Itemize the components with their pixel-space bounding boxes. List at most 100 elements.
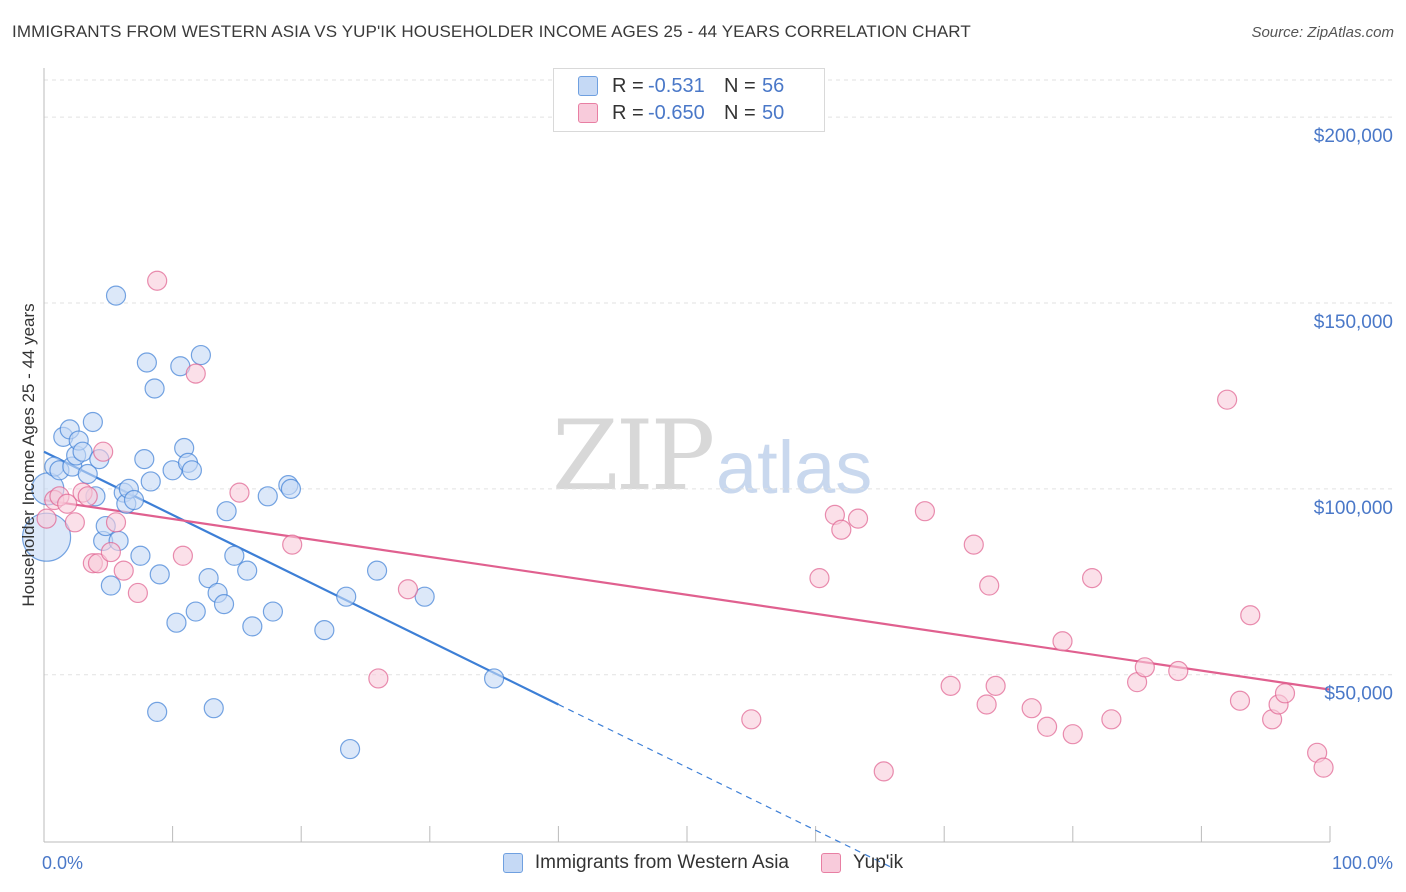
correlation-legend: R = -0.531 N = 56 R = -0.650 N = 50 (553, 68, 825, 132)
x-tick-label: 0.0% (42, 853, 83, 873)
trend-lines (43, 450, 1331, 869)
data-point (1240, 605, 1261, 626)
legend-n-label: N = (724, 74, 756, 97)
data-point (1101, 709, 1122, 730)
data-point (976, 694, 997, 715)
data-point (57, 493, 78, 514)
data-point (280, 478, 302, 499)
data-point (979, 575, 1000, 596)
data-point (1062, 724, 1083, 745)
data-point (484, 668, 505, 689)
data-point (181, 460, 202, 481)
legend-r-label: R = (612, 101, 644, 124)
data-point (105, 285, 127, 306)
data-point (1229, 690, 1251, 711)
data-point (831, 519, 852, 540)
y-tick-label: $200,000 (1314, 126, 1393, 147)
data-point (113, 560, 134, 581)
legend-r-value: -0.531 (648, 74, 705, 97)
legend-item-yupik[interactable]: Yup'ik (821, 852, 903, 874)
legend-n-value: 56 (762, 74, 785, 97)
data-point (282, 534, 303, 555)
data-point (166, 612, 187, 633)
axes (43, 68, 1331, 843)
data-point (1081, 567, 1103, 589)
data-point (123, 489, 145, 511)
data-point (144, 378, 165, 399)
data-point (190, 344, 211, 366)
data-point (368, 668, 389, 689)
data-point (136, 352, 157, 373)
data-point (963, 534, 984, 555)
data-point (336, 586, 357, 607)
axis-labels: $50,000 $100,000 $150,000 $200,000 0.0% 100.0… (19, 126, 1393, 873)
gridlines (44, 79, 1395, 676)
data-point (224, 545, 245, 566)
y-axis-label: Householder Income Ages 25 - 44 years (19, 303, 38, 606)
chart-title: IMMIGRANTS FROM WESTERN ASIA VS YUP'IK H… (12, 22, 971, 41)
data-point (130, 545, 151, 566)
legend-row-western-asia: R = -0.531 N = 56 (578, 73, 784, 99)
data-point (185, 363, 206, 384)
trend-extension (558, 703, 894, 869)
data-point (82, 411, 103, 433)
data-point (1052, 631, 1073, 652)
legend-item-western-asia[interactable]: Immigrants from Western Asia (502, 852, 789, 874)
data-point (242, 616, 263, 637)
data-point (1313, 757, 1334, 778)
data-point (64, 512, 85, 533)
data-point (1168, 660, 1189, 682)
data-point (216, 501, 237, 522)
series-legend: Immigrants from Western Asia Yup'ik (0, 852, 1406, 874)
data-point (1274, 683, 1296, 704)
legend-r-label: R = (612, 74, 644, 97)
data-points (21, 270, 1334, 782)
data-point (262, 601, 284, 622)
data-point (213, 594, 235, 615)
data-point (198, 567, 219, 589)
data-point (147, 270, 168, 291)
legend-n-value: 50 (762, 101, 785, 124)
data-point (77, 486, 98, 507)
data-point (809, 567, 830, 589)
data-point (397, 579, 419, 600)
legend-label-yupik: Yup'ik (853, 852, 904, 873)
data-point (847, 508, 869, 529)
data-point (72, 441, 93, 462)
watermark-zip: ZIP (552, 400, 715, 512)
data-point (1134, 657, 1155, 678)
y-tick-label: $100,000 (1314, 498, 1393, 519)
data-point (134, 449, 155, 470)
data-point (36, 508, 57, 529)
y-tick-label: $150,000 (1314, 312, 1393, 333)
legend-r-value: -0.650 (648, 101, 705, 124)
legend-n-label: N = (724, 101, 756, 124)
data-point (237, 560, 258, 581)
data-point (203, 698, 224, 719)
data-point (914, 501, 936, 522)
data-point (1217, 389, 1238, 410)
data-point (77, 463, 98, 485)
data-point (314, 620, 335, 641)
data-point (229, 482, 250, 503)
data-point (100, 575, 121, 596)
data-point (339, 738, 361, 760)
data-point (140, 471, 161, 492)
legend-row-yupik: R = -0.650 N = 50 (578, 100, 784, 126)
data-point (1021, 698, 1042, 719)
data-point (873, 761, 894, 782)
source-note: Source: ZipAtlas.com (1251, 24, 1394, 41)
data-point (147, 701, 168, 723)
data-point (366, 560, 388, 581)
data-point (100, 541, 121, 563)
data-point (257, 486, 278, 507)
data-point (414, 586, 435, 607)
data-point (1036, 716, 1058, 737)
y-tick-label: $50,000 (1324, 684, 1393, 705)
x-tick-label: 100.0% (1332, 853, 1393, 873)
data-point (741, 709, 762, 730)
legend-label-western-asia: Immigrants from Western Asia (534, 852, 789, 873)
legend-swatch-yupik (821, 853, 841, 873)
trend-line (43, 498, 1331, 691)
